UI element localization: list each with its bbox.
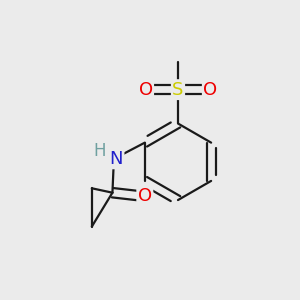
- Text: H: H: [94, 142, 106, 160]
- Text: O: O: [203, 81, 218, 99]
- Text: O: O: [138, 187, 152, 205]
- Text: O: O: [139, 81, 153, 99]
- Text: N: N: [110, 150, 123, 168]
- Text: S: S: [172, 81, 184, 99]
